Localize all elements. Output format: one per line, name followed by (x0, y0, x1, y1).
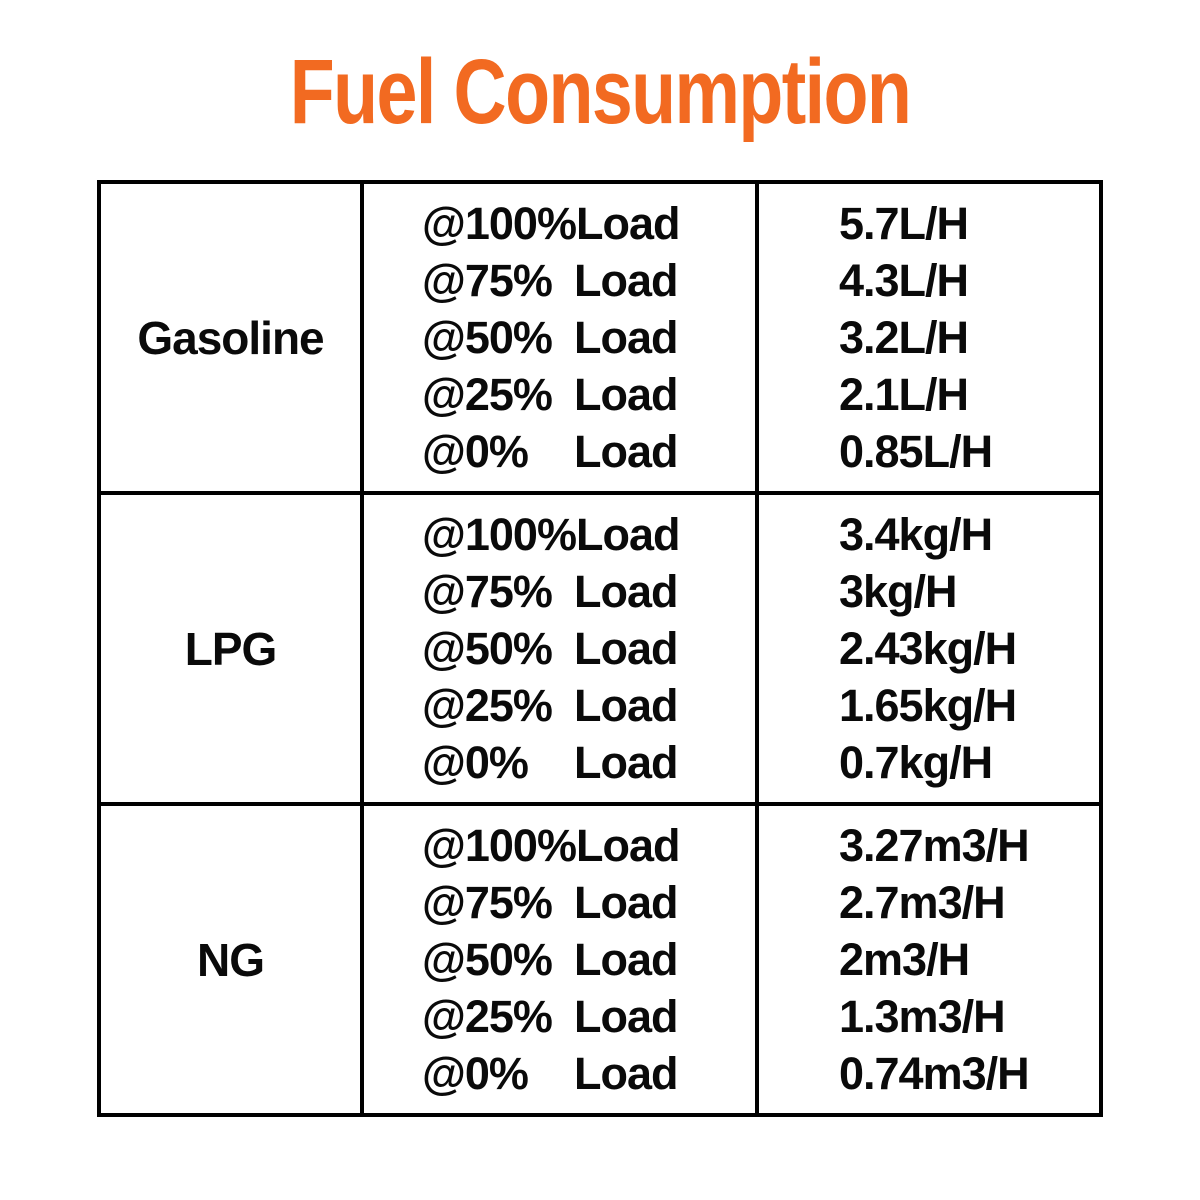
load-line: @0% Load (422, 1045, 755, 1102)
consumption-value: 0.85L/H (839, 426, 993, 477)
fuel-name-cell: NG (101, 806, 364, 1113)
load-line: @50% Load (422, 931, 755, 988)
consumption-value: 3.2L/H (839, 312, 969, 363)
load-word: Load (574, 623, 678, 674)
load-percent: @25% (422, 369, 553, 420)
load-word: Load (575, 198, 680, 249)
load-word: Load (574, 934, 678, 985)
load-levels-cell: @100% Load @75% Load @50% Load @25% Load… (364, 806, 759, 1113)
consumption-value: 2.43kg/H (839, 623, 1017, 674)
load-line: @75% Load (422, 563, 755, 620)
load-percent: @25% (422, 991, 553, 1042)
consumption-value: 2m3/H (839, 934, 970, 985)
load-percent: @0% (422, 1048, 529, 1099)
load-percent: @100% (422, 820, 577, 871)
load-line: @100% Load (422, 506, 755, 563)
consumption-values-cell: 3.4kg/H 3kg/H 2.43kg/H 1.65kg/H 0.7kg/H (759, 495, 1099, 802)
fuel-name: Gasoline (137, 311, 324, 364)
load-line: @75% Load (422, 874, 755, 931)
table-row-lpg: LPG @100% Load @75% Load @50% Load @25% … (101, 495, 1099, 806)
consumption-value: 2.1L/H (839, 369, 969, 420)
load-percent: @75% (422, 877, 553, 928)
load-word: Load (574, 991, 678, 1042)
load-line: @50% Load (422, 620, 755, 677)
consumption-value: 1.65kg/H (839, 680, 1017, 731)
load-percent: @0% (422, 737, 529, 788)
load-percent: @0% (422, 426, 529, 477)
load-line: @50% Load (422, 309, 755, 366)
load-percent: @50% (422, 934, 553, 985)
load-word: Load (574, 369, 678, 420)
load-word: Load (574, 737, 678, 788)
load-percent: @50% (422, 623, 553, 674)
load-percent: @25% (422, 680, 553, 731)
load-percent: @75% (422, 255, 553, 306)
load-word: Load (575, 509, 680, 560)
consumption-values-cell: 3.27m3/H 2.7m3/H 2m3/H 1.3m3/H 0.74m3/H (759, 806, 1099, 1113)
consumption-value: 0.74m3/H (839, 1048, 1030, 1099)
load-line: @75% Load (422, 252, 755, 309)
load-word: Load (574, 426, 678, 477)
fuel-name: NG (197, 933, 265, 986)
fuel-name-cell: LPG (101, 495, 364, 802)
table-row-ng: NG @100% Load @75% Load @50% Load @25% L… (101, 806, 1099, 1113)
consumption-value: 3kg/H (839, 566, 958, 617)
load-percent: @75% (422, 566, 553, 617)
consumption-values-cell: 5.7L/H 4.3L/H 3.2L/H 2.1L/H 0.85L/H (759, 184, 1099, 491)
load-line: @25% Load (422, 988, 755, 1045)
load-line: @0% Load (422, 423, 755, 480)
consumption-value: 4.3L/H (839, 255, 969, 306)
load-line: @25% Load (422, 677, 755, 734)
consumption-value: 2.7m3/H (839, 877, 1006, 928)
load-line: @100% Load (422, 195, 755, 252)
consumption-value: 0.7kg/H (839, 737, 993, 788)
page-title: Fuel Consumption (289, 41, 912, 143)
load-levels-cell: @100% Load @75% Load @50% Load @25% Load… (364, 184, 759, 491)
fuel-name: LPG (184, 622, 278, 675)
fuel-name-cell: Gasoline (101, 184, 364, 491)
load-percent: @100% (422, 198, 577, 249)
table-row-gasoline: Gasoline @100% Load @75% Load @50% Load … (101, 184, 1099, 495)
load-levels-cell: @100% Load @75% Load @50% Load @25% Load… (364, 495, 759, 802)
load-word: Load (574, 877, 678, 928)
load-percent: @50% (422, 312, 553, 363)
consumption-value: 5.7L/H (839, 198, 969, 249)
load-word: Load (575, 820, 680, 871)
load-line: @25% Load (422, 366, 755, 423)
load-word: Load (574, 1048, 678, 1099)
fuel-consumption-table: Gasoline @100% Load @75% Load @50% Load … (97, 180, 1103, 1117)
load-percent: @100% (422, 509, 577, 560)
consumption-value: 3.27m3/H (839, 820, 1030, 871)
load-line: @0% Load (422, 734, 755, 791)
load-word: Load (574, 566, 678, 617)
load-line: @100% Load (422, 817, 755, 874)
load-word: Load (574, 255, 678, 306)
load-word: Load (574, 312, 678, 363)
consumption-value: 1.3m3/H (839, 991, 1006, 1042)
load-word: Load (574, 680, 678, 731)
consumption-value: 3.4kg/H (839, 509, 993, 560)
